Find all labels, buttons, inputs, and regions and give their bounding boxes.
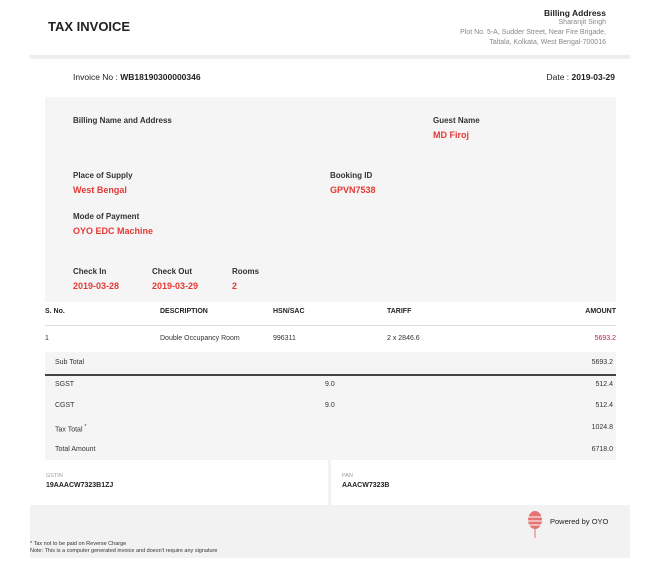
rooms-label: Rooms (232, 267, 260, 276)
table-header-divider (45, 325, 616, 326)
payment-value: OYO EDC Machine (73, 226, 154, 236)
pan-value: AAACW7323B (342, 482, 390, 489)
header-divider (30, 55, 630, 57)
note-computer-generated: Note: This is a computer generated invoi… (30, 548, 218, 554)
tax-total-value: 1024.8 (591, 424, 613, 431)
address-line1: Plot No. 5-A, Sudder Street, Near Fire B… (460, 29, 606, 36)
cgst-rate: 9.0 (325, 402, 335, 409)
note-reverse-charge: * Tax not to be paid on Reverse Charge (30, 541, 127, 547)
details-panel (45, 97, 616, 302)
sgst-value: 512.4 (595, 381, 613, 388)
invoice-title: TAX INVOICE (48, 19, 131, 34)
gstin-label: GSTIN (46, 473, 63, 479)
checkout-value: 2019-03-29 (152, 281, 199, 291)
tax-total-text: Tax Total (55, 426, 83, 434)
oyo-balloon-icon (528, 511, 542, 538)
billing-address: Billing Address Sharanjit Singh Plot No.… (460, 8, 606, 48)
row-hsn: 996311 (273, 335, 296, 342)
gstin-cell (30, 460, 328, 505)
pan-cell (331, 460, 630, 505)
checkin-label: Check In (73, 267, 107, 276)
col-hsn: HSN/SAC (273, 308, 305, 315)
cgst-label: CGST (55, 402, 75, 409)
tax-total-label: Tax Total * (55, 424, 86, 433)
payment-label: Mode of Payment (73, 212, 140, 221)
invoice-date-value: 2019-03-29 (571, 72, 615, 82)
booking-id: GPVN7538 (330, 185, 376, 195)
row-tariff: 2 x 2846.6 (387, 335, 420, 342)
col-description: DESCRIPTION (160, 308, 208, 315)
subtotal-label: Sub Total (55, 359, 85, 366)
row-sno: 1 (45, 335, 49, 342)
invoice-date: Date : 2019-03-29 (546, 72, 615, 82)
invoice-date-label: Date : (546, 72, 572, 82)
gstin-value: 19AAACW7323B1ZJ (46, 482, 114, 489)
totals-panel (45, 352, 616, 460)
sgst-rate: 9.0 (325, 381, 335, 388)
invoice-number-value: WB18190300000346 (120, 72, 201, 82)
col-tariff: TARIFF (387, 308, 412, 315)
invoice-number-label: Invoice No : (73, 72, 121, 82)
row-description: Double Occupancy Room (160, 335, 240, 342)
supply-label: Place of Supply (73, 171, 133, 180)
sgst-label: SGST (55, 381, 75, 388)
tax-total-mark: * (84, 424, 87, 430)
powered-by: Powered by OYO (550, 517, 609, 526)
row-amount: 5693.2 (594, 335, 616, 342)
total-value: 6718.0 (591, 446, 613, 453)
subtotal-divider (45, 374, 616, 376)
rooms-value: 2 (232, 281, 238, 291)
billing-name: Sharanjit Singh (558, 19, 606, 26)
col-amount: AMOUNT (585, 308, 616, 315)
booking-label: Booking ID (330, 171, 373, 180)
invoice-number: Invoice No : WB18190300000346 (73, 72, 201, 82)
checkin-value: 2019-03-28 (73, 281, 120, 291)
total-label: Total Amount (55, 446, 96, 453)
guest-name: MD Firoj (433, 130, 469, 140)
guest-label: Guest Name (433, 116, 480, 125)
cgst-value: 512.4 (595, 402, 613, 409)
subtotal-value: 5693.2 (591, 359, 613, 366)
billing-label: Billing Name and Address (73, 116, 172, 125)
pan-label: PAN (342, 473, 353, 479)
checkout-label: Check Out (152, 267, 193, 276)
col-sno: S. No. (45, 308, 65, 315)
address-line2: Taltala, Kolkata, West Bengal-700016 (489, 39, 606, 46)
supply-value: West Bengal (73, 185, 127, 195)
billing-address-label: Billing Address (543, 8, 606, 18)
